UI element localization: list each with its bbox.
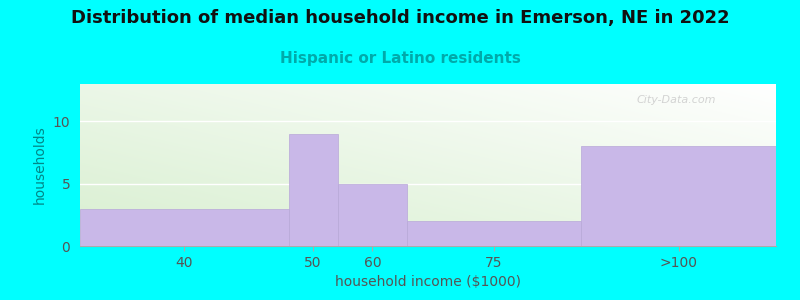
Bar bbox=[289, 134, 338, 246]
Bar bbox=[581, 146, 776, 246]
X-axis label: household income ($1000): household income ($1000) bbox=[335, 275, 521, 289]
Bar bbox=[338, 184, 407, 246]
Text: Hispanic or Latino residents: Hispanic or Latino residents bbox=[279, 51, 521, 66]
Text: Distribution of median household income in Emerson, NE in 2022: Distribution of median household income … bbox=[70, 9, 730, 27]
Bar bbox=[407, 221, 581, 246]
Y-axis label: households: households bbox=[33, 126, 47, 204]
Text: City-Data.com: City-Data.com bbox=[637, 95, 716, 105]
Bar bbox=[80, 208, 289, 246]
